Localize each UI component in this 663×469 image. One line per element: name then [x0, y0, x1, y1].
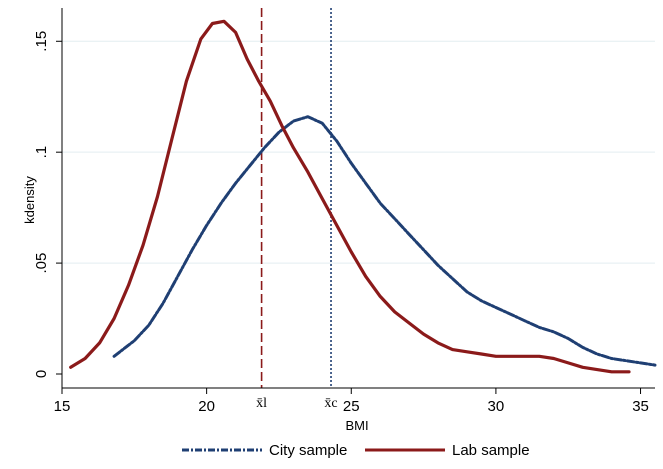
grid-layer — [62, 40, 655, 264]
x-tick-label-3: 30 — [488, 398, 505, 415]
legend-label-0: City sample — [269, 442, 347, 459]
y-tick-label-1: .05 — [33, 253, 50, 274]
legend: City sample Lab sample — [182, 442, 530, 459]
ticks-layer: 0 .05 .1 .15 15 20 25 30 35 — [33, 31, 649, 415]
y-tick-label-3: .15 — [33, 31, 50, 52]
y-axis-title: kdensity — [22, 176, 37, 224]
x-tick-label-0: 15 — [54, 398, 71, 415]
y-tick-label-0: 0 — [33, 370, 50, 378]
axes-layer — [61, 8, 655, 389]
x-axis-title: BMI — [345, 418, 368, 433]
series-layer — [69, 19, 657, 374]
reference-line-label-1: x̄c — [324, 396, 337, 411]
series-line-1 — [69, 19, 631, 374]
y-tick-label-2: .1 — [33, 146, 50, 159]
x-tick-label-1: 20 — [198, 398, 215, 415]
legend-label-1: Lab sample — [452, 442, 530, 459]
series-line-0 — [112, 115, 657, 367]
reference-line-label-0: x̄l — [256, 396, 267, 411]
reference-lines: x̄l x̄c — [256, 8, 338, 411]
x-tick-label-2: 25 — [343, 398, 360, 415]
x-tick-label-4: 35 — [632, 398, 649, 415]
